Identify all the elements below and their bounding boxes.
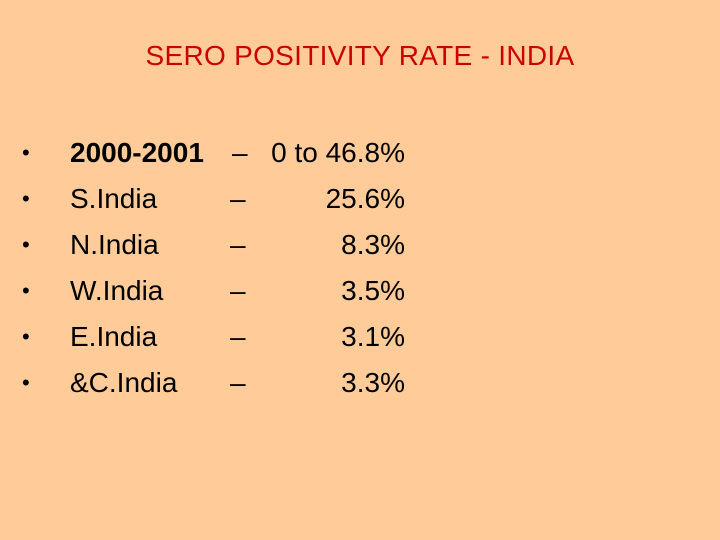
bullet-list: • 2000-2001 – 0 to 46.8% • S.India – 25.…	[22, 130, 442, 406]
bullet-item-2000-2001: • 2000-2001 – 0 to 46.8%	[22, 130, 442, 176]
region-label: N.India	[70, 229, 159, 260]
bullet-icon: •	[22, 324, 30, 349]
bullet-item-c-india: • &C.India – 3.3%	[22, 360, 442, 406]
region-label: &C.India	[70, 367, 178, 398]
rate-value: 8.3%	[341, 229, 405, 260]
dash-separator: –	[230, 229, 246, 260]
region-label: E.India	[70, 321, 158, 352]
bullet-icon: •	[22, 370, 30, 395]
bullet-item-w-india: • W.India – 3.5%	[22, 268, 442, 314]
dash-separator: –	[230, 183, 246, 214]
dash-separator: –	[230, 321, 246, 352]
period-label: 2000-2001	[70, 137, 204, 168]
dash-separator: –	[230, 275, 246, 306]
region-label: S.India	[70, 183, 158, 214]
bullet-icon: •	[22, 140, 30, 165]
slide-title: SERO POSITIVITY RATE - INDIA	[145, 40, 575, 71]
region-label: W.India	[70, 275, 164, 306]
bullet-icon: •	[22, 232, 30, 257]
rate-value: 3.5%	[341, 275, 405, 306]
bullet-item-e-india: • E.India – 3.1%	[22, 314, 442, 360]
rate-value: 0 to 46.8%	[271, 137, 405, 168]
bullet-item-n-india: • N.India – 8.3%	[22, 222, 442, 268]
rate-value: 25.6%	[325, 183, 405, 214]
bullet-item-s-india: • S.India – 25.6%	[22, 176, 442, 222]
dash-separator: –	[232, 137, 248, 168]
bullet-icon: •	[22, 186, 30, 211]
rate-value: 3.3%	[341, 367, 405, 398]
bullet-icon: •	[22, 278, 30, 303]
dash-separator: –	[230, 367, 246, 398]
rate-value: 3.1%	[341, 321, 405, 352]
